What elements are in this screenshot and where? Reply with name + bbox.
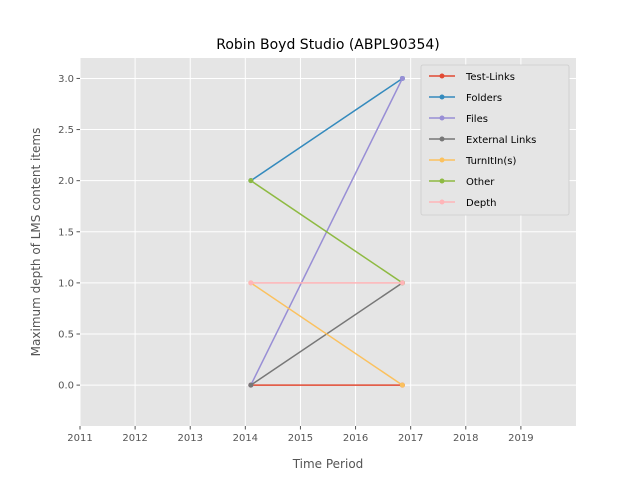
legend-box — [420, 64, 570, 216]
legend-label: Files — [466, 114, 488, 125]
legend-swatch-marker — [439, 115, 445, 121]
data-point — [399, 280, 405, 286]
y-axis-label: Maximum depth of LMS content items — [29, 128, 43, 357]
y-tick-label: 0.5 — [58, 330, 74, 341]
data-point — [399, 382, 405, 388]
legend-label: External Links — [466, 135, 536, 146]
x-tick-label: 2019 — [508, 433, 533, 444]
x-tick-label: 2016 — [343, 433, 368, 444]
x-tick-label: 2017 — [398, 433, 423, 444]
data-point — [248, 178, 254, 184]
x-tick-label: 2013 — [177, 433, 202, 444]
legend-swatch-marker — [439, 73, 445, 79]
series-lines — [248, 75, 405, 388]
y-tick-label: 0.0 — [58, 381, 74, 392]
legend-swatch-marker — [439, 157, 445, 163]
legend-label: Folders — [466, 93, 502, 104]
chart-title: Robin Boyd Studio (ABPL90354) — [216, 37, 439, 53]
x-axis-ticks: 2011 2012 2013 2014 2015 2016 2017 2018 2019 — [67, 426, 534, 444]
data-point — [248, 280, 254, 286]
legend-swatch-marker — [439, 94, 445, 100]
legend-swatch-marker — [439, 136, 445, 142]
series-line — [250, 77, 403, 182]
x-tick-label: 2011 — [67, 433, 92, 444]
legend-label: TurnItIn(s) — [465, 156, 516, 167]
x-tick-label: 2015 — [288, 433, 313, 444]
y-axis-ticks: 0.0 0.5 1.0 1.5 2.0 2.5 3.0 — [58, 74, 80, 392]
data-point — [248, 382, 254, 388]
x-axis-label: Time Period — [292, 457, 364, 471]
legend-swatch-marker — [439, 178, 445, 184]
y-tick-label: 3.0 — [58, 74, 74, 85]
y-tick-label: 1.0 — [58, 278, 74, 289]
legend-label: Depth — [466, 198, 496, 209]
series-line — [250, 282, 403, 386]
y-tick-label: 2.0 — [58, 176, 74, 187]
x-tick-label: 2014 — [233, 433, 258, 444]
series-depth — [248, 280, 405, 286]
x-tick-label: 2018 — [453, 433, 478, 444]
y-tick-label: 2.5 — [58, 125, 74, 136]
x-tick-label: 2012 — [122, 433, 147, 444]
series-line — [250, 180, 403, 284]
legend: Test-Links Folders Files External Links Turn… — [420, 64, 570, 216]
legend-label: Test-Links — [465, 72, 515, 83]
legend-swatch-marker — [439, 199, 445, 205]
y-tick-label: 1.5 — [58, 227, 74, 238]
legend-label: Other — [466, 177, 495, 188]
data-point — [399, 75, 405, 81]
